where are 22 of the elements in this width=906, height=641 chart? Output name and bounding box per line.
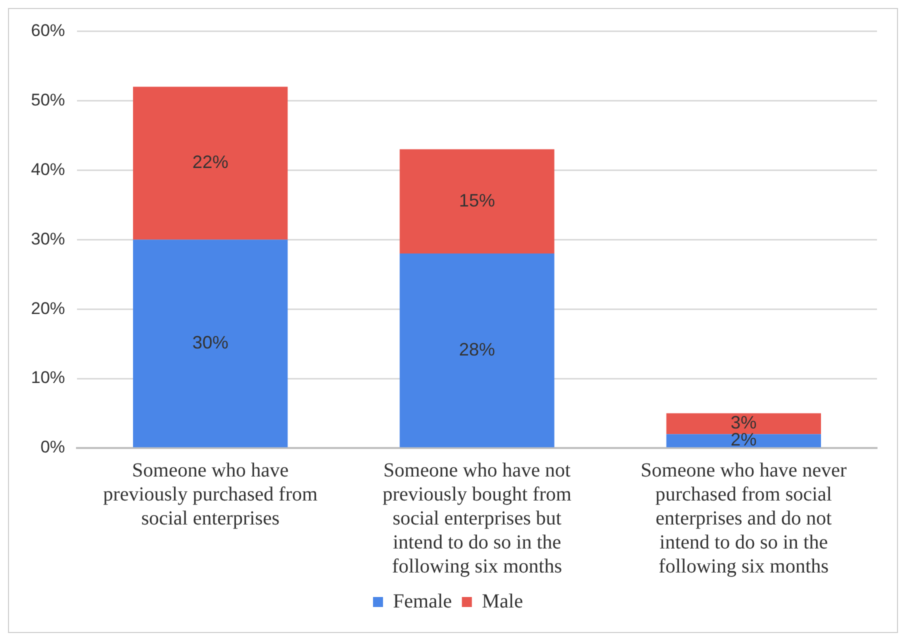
y-tick-label: 20% (30, 298, 66, 318)
y-tick-label: 60% (30, 20, 66, 40)
x-tick-label: Someone who have previously purchased from social enterprises (103, 459, 318, 530)
bar (133, 86, 288, 240)
data-label: 22% (192, 152, 228, 172)
y-tick-label: 30% (30, 229, 66, 248)
legend-label: Male (482, 590, 524, 612)
x-tick-label: Someone who have not previously bought from social enterprises but intend to do so in the following six months (382, 459, 572, 578)
y-tick-label: 10% (30, 368, 66, 388)
bar (400, 149, 554, 254)
x-tick-label: Someone who have never purchased from social enterprises and do not intend to do so in the following six months (640, 459, 848, 578)
data-label: 30% (192, 332, 228, 352)
bar (133, 240, 288, 448)
bar (666, 434, 821, 448)
y-tick-label: 40% (30, 160, 66, 179)
legend-label: Female (393, 590, 452, 612)
y-tick-label: 0% (40, 438, 66, 457)
bar (666, 413, 821, 434)
data-label: 28% (458, 339, 496, 360)
data-label: 15% (458, 190, 496, 210)
y-tick-label: 50% (30, 90, 66, 110)
bar (400, 253, 554, 448)
